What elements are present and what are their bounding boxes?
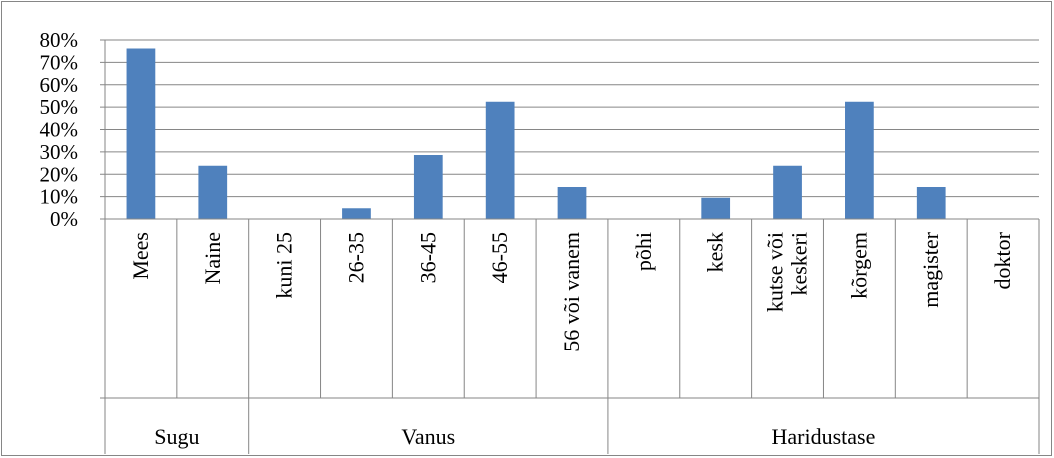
category-label: magister (918, 231, 943, 307)
y-tick-label: 0% (50, 207, 78, 231)
group-label: Haridustase (772, 424, 876, 449)
bar (916, 187, 946, 219)
y-tick-label: 30% (40, 140, 79, 164)
group-labels: Sugu Vanus Haridustase (154, 424, 875, 449)
category-label: Naine (200, 232, 225, 285)
y-tick-label: 80% (40, 28, 79, 52)
category-label: põhi (631, 232, 656, 271)
bar (485, 101, 515, 219)
y-tick-label: 60% (40, 73, 79, 97)
bars (126, 48, 946, 219)
bar (342, 208, 371, 219)
category-label: Mees (128, 232, 153, 280)
category-label: kuni 25 (272, 232, 297, 299)
bar (845, 101, 874, 219)
bar (126, 48, 156, 219)
group-label: Sugu (154, 424, 199, 449)
y-axis-tick-labels: 0%10%20%30%40%50%60%70%80% (40, 28, 79, 231)
category-label: 26-35 (343, 232, 368, 283)
category-label: kesk (703, 232, 728, 272)
gridlines (105, 39, 1039, 198)
bar (557, 187, 587, 219)
category-label: 46-55 (487, 232, 512, 283)
category-label: kõrgem (846, 232, 871, 299)
y-tick-label: 50% (40, 95, 79, 119)
y-tick-label: 70% (40, 50, 79, 74)
y-tick-label: 20% (40, 162, 79, 186)
bar (198, 165, 228, 219)
category-label: keskeri (787, 232, 812, 296)
axes (100, 39, 1040, 454)
category-labels: Mees Naine kuni 25 26-35 36-45 46-55 56 või va… (128, 231, 1015, 351)
bar (701, 197, 731, 219)
category-label: kutse või (763, 232, 788, 312)
bar (773, 165, 802, 219)
category-label: doktor (990, 231, 1015, 289)
y-tick-label: 10% (40, 185, 79, 209)
group-label: Vanus (401, 424, 455, 449)
category-label: 36-45 (415, 232, 440, 283)
y-tick-label: 40% (40, 118, 79, 142)
category-label: 56 või vanem (559, 232, 584, 352)
bar (413, 155, 443, 219)
